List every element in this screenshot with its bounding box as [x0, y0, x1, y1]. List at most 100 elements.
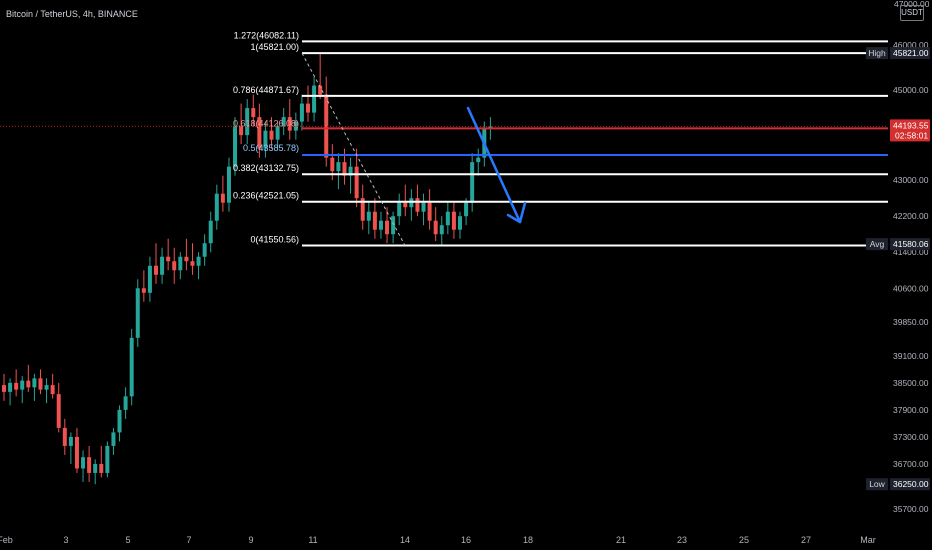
price-tag-avg: Avg 41580.06 — [866, 238, 930, 251]
candle — [293, 112, 298, 140]
candle-body — [14, 382, 19, 390]
candle-body — [81, 457, 86, 469]
candle — [324, 76, 329, 167]
candle — [445, 202, 450, 235]
candle — [354, 148, 359, 208]
fib-retracement[interactable]: 1.272(46082.11) 1(45821.00) 0.786(44871.67… — [233, 30, 888, 247]
candle-body — [330, 157, 335, 172]
candle-body — [415, 198, 420, 212]
candle — [147, 256, 152, 302]
candle-body — [62, 427, 67, 446]
candle-body — [147, 265, 152, 293]
candle-body — [44, 385, 49, 390]
candle — [378, 211, 383, 239]
candle — [26, 364, 31, 392]
candle — [32, 373, 37, 401]
candle-body — [476, 157, 481, 163]
price-tag-value: 45821.00 — [893, 48, 929, 58]
price-tag-value-box — [890, 478, 930, 491]
time-tick-label: 3 — [63, 535, 68, 545]
time-tick-label: 21 — [616, 535, 626, 545]
candle-body — [257, 117, 262, 149]
fib-trend-line[interactable] — [301, 52, 406, 246]
fib-label: 0(41550.56) — [250, 234, 299, 244]
candle — [117, 405, 122, 442]
candle — [348, 157, 353, 194]
time-tick-label: 14 — [400, 535, 410, 545]
candle — [391, 211, 396, 244]
candle — [2, 373, 6, 401]
candle-body — [99, 463, 104, 473]
candle — [427, 189, 432, 230]
candle — [178, 252, 183, 280]
candle — [287, 99, 292, 140]
candle-body — [233, 126, 238, 167]
candle-body — [299, 103, 304, 122]
candle-body — [451, 211, 456, 230]
price-tag-name: High — [868, 48, 886, 58]
candle-body — [251, 108, 256, 118]
fib-label: 0.5(43585.78) — [243, 143, 299, 153]
time-tick-label: 27 — [801, 535, 811, 545]
candle — [135, 279, 140, 347]
candle-body — [202, 243, 207, 257]
currency-button[interactable]: USDT — [900, 5, 924, 21]
candle-body — [275, 126, 280, 140]
candle-body — [312, 85, 317, 113]
price-tag-name: Low — [869, 479, 885, 489]
candle-body — [50, 385, 55, 395]
candle — [245, 99, 250, 145]
candle-body — [433, 220, 438, 235]
price-tag-high: High 45821.00 — [866, 47, 930, 60]
price-tick-label: 43000.00 — [893, 175, 929, 185]
overlays — [0, 52, 888, 246]
candle-body — [391, 216, 396, 235]
price-tick-label: 40600.00 — [893, 283, 929, 293]
price-tick-label: 45000.00 — [893, 85, 929, 95]
candle — [403, 184, 408, 217]
candle — [263, 121, 268, 158]
candle-body — [135, 288, 140, 338]
candle — [87, 445, 92, 482]
candle — [476, 148, 481, 176]
candle-body — [68, 436, 73, 446]
fib-label: 0.382(43132.75) — [233, 163, 299, 173]
time-tick-label: 25 — [739, 535, 749, 545]
candle — [14, 369, 19, 397]
candle — [257, 103, 262, 158]
fib-label: 1(45821.00) — [250, 42, 299, 52]
candle — [208, 211, 213, 253]
candle-body — [196, 256, 201, 266]
price-tag-value: 41580.06 — [893, 239, 929, 249]
candle-body — [26, 380, 31, 388]
candle-body — [263, 130, 268, 149]
candle — [74, 427, 79, 473]
time-axis[interactable]: Feb 3 5 7 9 11 14 16 18 21 23 25 27 Mar — [0, 535, 876, 545]
candle — [190, 243, 195, 275]
candle-body — [348, 166, 353, 176]
candle — [172, 247, 177, 284]
candle — [372, 198, 377, 239]
candle — [62, 418, 67, 455]
candle-body — [342, 162, 347, 176]
candle-body — [488, 126, 493, 129]
down-arrow-shaft[interactable] — [466, 106, 522, 224]
down-arrow-head[interactable] — [506, 201, 527, 224]
candle — [366, 202, 371, 235]
candle-body — [306, 103, 310, 113]
candle-body — [160, 256, 165, 275]
candle — [93, 459, 98, 485]
candle — [226, 157, 231, 212]
candle-body — [56, 394, 61, 428]
candle — [397, 193, 402, 226]
price-tag-value-box — [890, 47, 930, 60]
candle-body — [464, 202, 469, 217]
candle-body — [190, 261, 195, 266]
price-axis[interactable]: 46000.0045000.0044200.0043000.0042200.00… — [866, 0, 930, 514]
candle — [336, 153, 341, 190]
candle — [111, 427, 116, 455]
fib-label: 1.272(46082.11) — [234, 30, 299, 40]
candle-body — [427, 202, 432, 221]
